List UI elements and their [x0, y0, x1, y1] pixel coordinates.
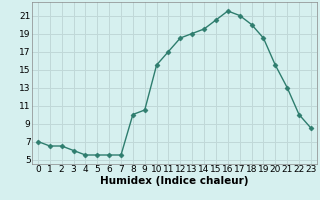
X-axis label: Humidex (Indice chaleur): Humidex (Indice chaleur)	[100, 176, 249, 186]
